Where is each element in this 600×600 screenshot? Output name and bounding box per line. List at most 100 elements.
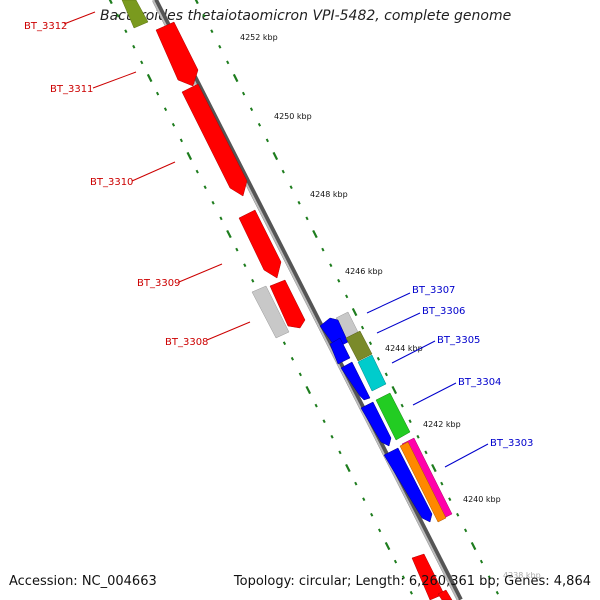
tick-mark xyxy=(393,559,398,564)
tick-mark xyxy=(202,13,206,18)
tick-mark xyxy=(440,481,444,486)
tick-mark xyxy=(210,29,214,34)
tick-mark xyxy=(203,185,207,190)
tick-mark xyxy=(290,356,295,361)
gene-bt3304-green[interactable] xyxy=(375,392,411,441)
right-gene-labels: BT_3307 BT_3306 BT_3305 BT_3304 BT_3303 xyxy=(366,285,533,468)
gene-bt3303-orange[interactable] xyxy=(399,441,447,523)
gene-label-bt3305[interactable]: BT_3305 xyxy=(437,335,480,346)
tick-mark xyxy=(384,372,388,377)
tick-mark xyxy=(487,575,492,580)
gene-bt3311[interactable] xyxy=(155,21,199,87)
tick-mark xyxy=(312,229,318,239)
gene-blue-2[interactable] xyxy=(329,337,351,365)
scale-label: 4240 kbp xyxy=(463,495,501,504)
tick-mark xyxy=(297,200,301,205)
tick-mark xyxy=(232,73,239,83)
tick-mark xyxy=(416,434,420,439)
gene-label-bt3307[interactable]: BT_3307 xyxy=(412,285,455,296)
scale-label: 4242 kbp xyxy=(423,420,461,429)
tick-mark xyxy=(226,60,230,65)
gene-bottom-2[interactable] xyxy=(437,589,453,600)
tick-mark xyxy=(211,200,215,205)
scale-label: 4238 kbp xyxy=(503,571,541,580)
tick-mark xyxy=(345,463,351,473)
tick-mark xyxy=(116,13,120,18)
tick-mark xyxy=(329,263,333,268)
tick-mark xyxy=(241,91,246,96)
forward-genes xyxy=(121,0,453,600)
gene-blue-5[interactable] xyxy=(383,447,433,523)
gene-pseudo-1[interactable] xyxy=(251,285,290,339)
tick-mark xyxy=(351,307,358,317)
tick-mark xyxy=(322,419,326,424)
tick-mark xyxy=(243,263,247,268)
tick-mark xyxy=(140,60,144,65)
tick-mark xyxy=(235,247,239,252)
tick-mark xyxy=(194,0,199,5)
tick-mark xyxy=(155,91,160,96)
tick-mark xyxy=(179,138,183,143)
accession-text: Accession: NC_004663 xyxy=(9,574,157,589)
gene-bt3309[interactable] xyxy=(238,209,282,279)
gene-label-bt3308[interactable]: BT_3308 xyxy=(165,337,208,348)
tick-mark xyxy=(424,450,428,455)
gene-label-bt3311[interactable]: BT_3311 xyxy=(50,84,93,95)
tick-mark xyxy=(345,294,349,299)
tick-mark xyxy=(337,278,341,283)
tick-mark xyxy=(218,44,222,49)
gene-bt3310[interactable] xyxy=(181,83,248,197)
scale-label: 4252 kbp xyxy=(240,33,278,42)
scale-label: 4246 kbp xyxy=(345,267,383,276)
tick-mark xyxy=(409,590,413,595)
tick-mark xyxy=(495,590,499,595)
tick-mark xyxy=(321,247,325,252)
tick-mark xyxy=(479,559,484,564)
tick-mark xyxy=(298,372,302,377)
gene-bt3312[interactable] xyxy=(121,0,149,29)
tick-mark xyxy=(226,229,232,239)
scale-label: 4244 kbp xyxy=(385,344,423,353)
tick-mark xyxy=(265,138,269,143)
gene-blue-4[interactable] xyxy=(360,401,392,447)
gene-label-bt3312[interactable]: BT_3312 xyxy=(24,21,67,32)
gene-label-bt3304[interactable]: BT_3304 xyxy=(458,377,501,388)
gene-bt3306-olive[interactable] xyxy=(345,330,373,362)
tick-mark xyxy=(186,151,193,161)
tick-mark xyxy=(376,356,381,361)
gene-bt3308[interactable] xyxy=(269,279,306,329)
tick-mark xyxy=(400,403,404,408)
left-gene-labels: BT_3312 BT_3311 BT_3310 BT_3309 BT_3308 xyxy=(24,11,251,348)
scale-labels: 4252 kbp 4250 kbp 4248 kbp 4246 kbp 4244… xyxy=(240,33,541,580)
tick-mark xyxy=(330,434,334,439)
tick-mark xyxy=(257,122,262,127)
gene-label-bt3309[interactable]: BT_3309 xyxy=(137,278,180,289)
tick-mark xyxy=(251,278,255,283)
scale-label: 4250 kbp xyxy=(274,112,312,121)
gene-blue-3[interactable] xyxy=(340,361,371,401)
tick-mark xyxy=(448,497,452,502)
tick-mark xyxy=(195,169,199,174)
tick-mark xyxy=(408,419,412,424)
tick-mark xyxy=(108,0,113,5)
tick-mark xyxy=(171,122,176,127)
tick-mark xyxy=(456,512,460,517)
scale-label: 4248 kbp xyxy=(310,190,348,199)
tick-mark xyxy=(314,403,318,408)
tick-mark xyxy=(464,528,468,533)
tick-mark xyxy=(362,497,366,502)
tick-mark xyxy=(378,528,382,533)
gene-label-bt3303[interactable]: BT_3303 xyxy=(490,438,533,449)
tick-mark xyxy=(219,216,223,221)
tick-mark xyxy=(360,325,365,330)
genome-title: Bacteroides thetaiotaomicron VPI-5482, c… xyxy=(100,8,512,24)
tick-mark xyxy=(305,216,309,221)
gene-label-bt3306[interactable]: BT_3306 xyxy=(422,306,465,317)
tick-mark xyxy=(272,151,279,161)
gene-label-bt3310[interactable]: BT_3310 xyxy=(90,177,133,188)
tick-mark xyxy=(249,107,254,112)
gene-bt3305-cyan[interactable] xyxy=(357,354,387,392)
tick-mark xyxy=(338,450,342,455)
tick-mark xyxy=(370,512,374,517)
